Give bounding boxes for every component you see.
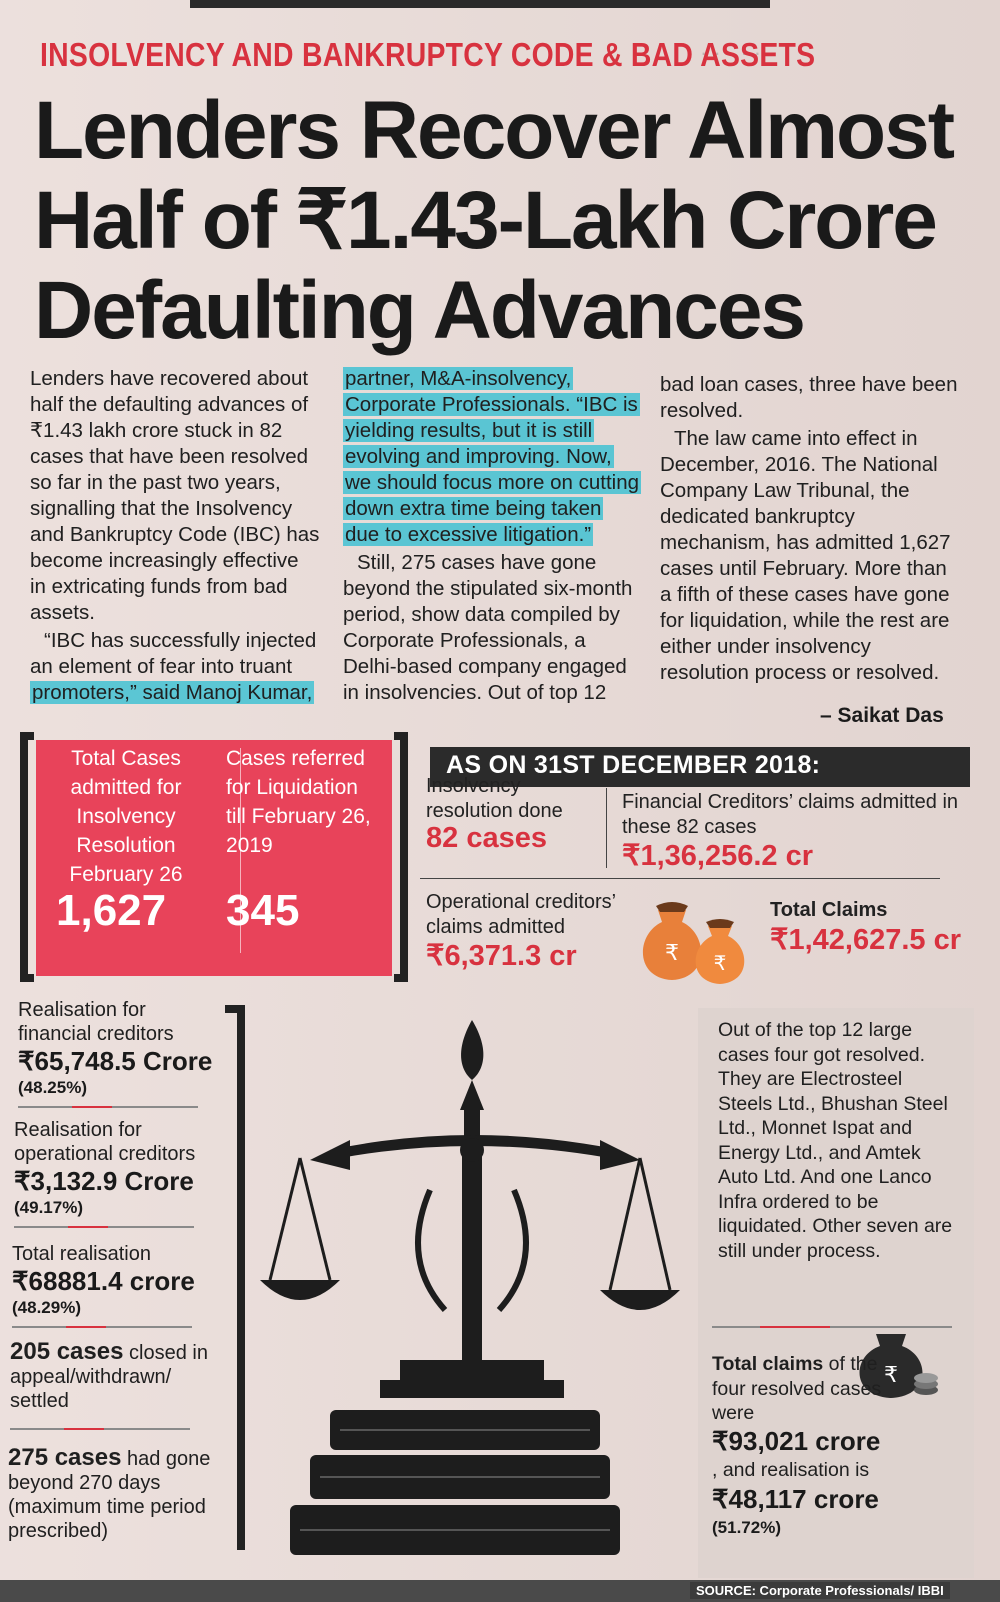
svg-text:₹: ₹	[665, 941, 679, 966]
admitted-label: Total Cases admitted for Insolvency Reso…	[69, 747, 183, 886]
bleed-through-text: · · · · · ·	[700, 40, 775, 65]
stat-divider	[606, 788, 607, 868]
fin-realisation-value: ₹65,748.5 Crore	[18, 1046, 213, 1076]
liquidation-value: 345	[226, 886, 300, 935]
total-realisation-label: Total realisation	[12, 1243, 151, 1265]
realisation-text: , and realisation is	[712, 1459, 870, 1481]
top-cases-panel	[698, 1008, 974, 1578]
total-realisation-pct: (48.29%)	[12, 1298, 81, 1317]
total-claims-label: Total Claims	[770, 899, 888, 921]
body-column-2: partner, M&A-insolvency, Corporate Profe…	[343, 366, 641, 706]
stat-separator	[12, 1326, 192, 1328]
source-credit: SOURCE: Corporate Professionals/ IBBI	[690, 1582, 950, 1599]
body-paragraph: The law came into effect in December, 20…	[660, 427, 951, 684]
fc-claims-value: ₹1,36,256.2 cr	[622, 840, 813, 872]
cases-admitted-box: Total Cases admitted for Insolvency Reso…	[36, 740, 392, 976]
kicker: INSOLVENCY AND BANKRUPTCY CODE & BAD ASS…	[40, 36, 816, 73]
body-paragraph: “IBC has successfully injected an elemen…	[30, 628, 320, 706]
delayed-cases-desc: had gone beyond 270 days (maximum time p…	[8, 1448, 211, 1542]
money-bag-coins-icon: ₹	[859, 1334, 938, 1398]
svg-text:₹: ₹	[884, 1363, 898, 1388]
fc-claims-label: Financial Creditors’ claims admitted in …	[622, 791, 959, 838]
headline-line-2: Half of ₹1.43-Lakh Crore	[34, 175, 938, 266]
headline-line-3: Defaulting Advances	[34, 265, 806, 356]
resolved-claims-desc: of the four resolved cases were	[712, 1353, 882, 1424]
scales-of-justice-icon	[260, 1020, 680, 1555]
resolved-claims-label: Total claims	[712, 1353, 824, 1375]
body-column-1: Lenders have recovered about half the de…	[30, 366, 320, 706]
body-column-3: bad loan cases, three have been resolved…	[660, 372, 960, 686]
liquidation-label: Cases referred for Liquidation till Febr…	[226, 747, 371, 857]
stat-separator	[18, 1106, 198, 1108]
bracket-left	[20, 732, 34, 982]
total-claims-value: ₹1,42,627.5 cr	[770, 924, 961, 956]
body-paragraph: partner, M&A-insolvency, Corporate Profe…	[343, 366, 641, 548]
headline: Lenders Recover Almost Half of ₹1.43-Lak…	[34, 86, 974, 356]
closed-cases-desc: closed in appeal/withdrawn/ settled	[10, 1342, 208, 1412]
byline: – Saikat Das	[820, 704, 944, 727]
box-divider	[240, 748, 241, 953]
highlighted-quote: promoters,” said Manoj Kumar,	[30, 681, 315, 704]
body-paragraph: Lenders have recovered about half the de…	[30, 367, 320, 624]
closed-cases-text: 205 cases closed in appeal/withdrawn/ se…	[10, 1340, 225, 1413]
delayed-cases-count: 275 cases	[8, 1444, 122, 1471]
closed-cases-count: 205 cases	[10, 1338, 124, 1365]
date-band: AS ON 31ST DECEMBER 2018:	[430, 747, 970, 787]
quote-text: “IBC has successfully injected an elemen…	[30, 629, 317, 678]
op-realisation-pct: (49.17%)	[14, 1198, 83, 1217]
stat-separator	[10, 1428, 190, 1430]
stat-separator	[420, 878, 940, 879]
fin-realisation-pct: (48.25%)	[18, 1078, 87, 1097]
delayed-cases-text: 275 cases had gone beyond 270 days (maxi…	[8, 1446, 228, 1543]
op-realisation-label: Realisation for operational creditors	[14, 1119, 196, 1165]
admitted-value: 1,627	[56, 886, 167, 935]
svg-text:₹: ₹	[714, 951, 727, 975]
resolved-claims-text: Total claims of the four resolved cases …	[712, 1352, 912, 1426]
resolved-realisation-value: ₹48,117 crore	[712, 1484, 879, 1514]
resolution-label: Insolvency resolution done	[426, 775, 563, 822]
date-band-title: AS ON 31ST DECEMBER 2018:	[446, 751, 821, 779]
oc-claims-value: ₹6,371.3 cr	[426, 940, 577, 972]
resolved-claims-value: ₹93,021 crore	[712, 1426, 881, 1456]
fin-realisation-label: Realisation for financial creditors	[18, 999, 174, 1045]
op-realisation-value: ₹3,132.9 Crore	[14, 1166, 194, 1196]
panel-separator	[712, 1326, 952, 1328]
top-cases-text: Out of the top 12 large cases four got r…	[718, 1019, 953, 1262]
total-realisation-value: ₹68881.4 crore	[12, 1266, 195, 1296]
body-paragraph: Still, 275 cases have gone beyond the st…	[343, 551, 633, 704]
stats-bracket	[225, 1005, 245, 1550]
headline-line-1: Lenders Recover Almost	[34, 85, 955, 176]
bracket-right	[394, 732, 408, 982]
money-bags-icon: ₹ ₹	[642, 902, 745, 984]
resolution-value: 82 cases	[426, 822, 547, 854]
resolved-realisation-pct: (51.72%)	[712, 1518, 781, 1537]
top-rule	[190, 0, 770, 8]
highlighted-quote: partner, M&A-insolvency, Corporate Profe…	[343, 367, 641, 546]
body-paragraph: bad loan cases, three have been resolved…	[660, 373, 958, 422]
stat-separator	[14, 1226, 194, 1228]
oc-claims-label: Operational creditors’ claims admitted	[426, 891, 616, 938]
